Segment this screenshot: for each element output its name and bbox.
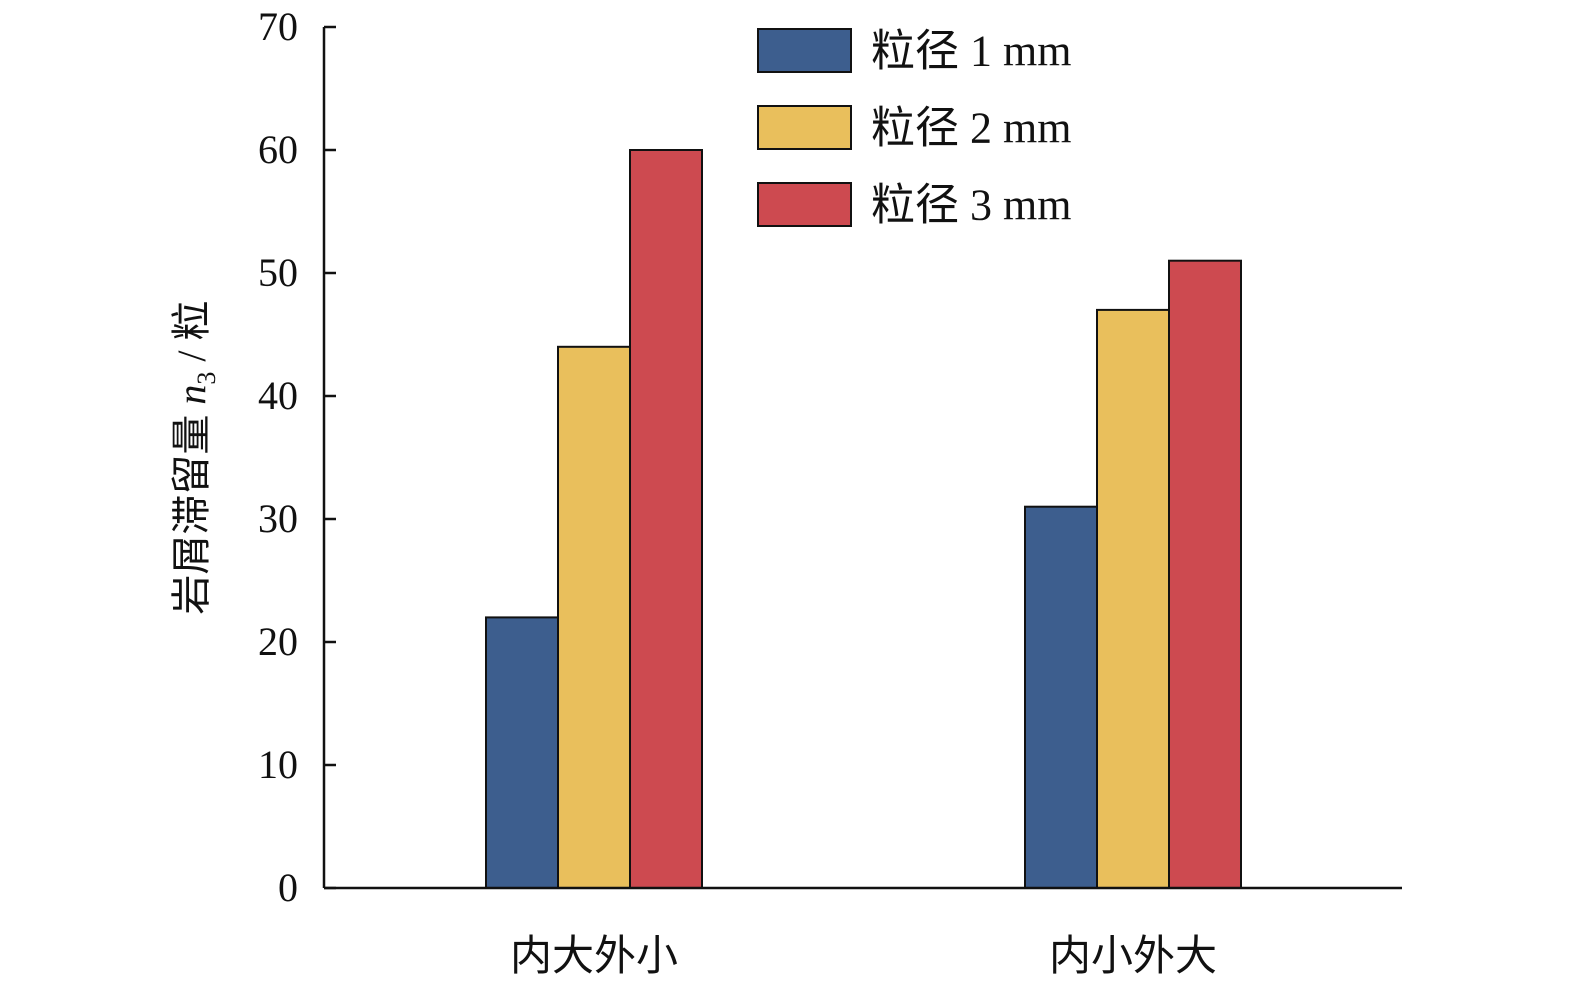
- legend-label: 粒径 1 mm: [871, 27, 1071, 76]
- bar-1-series-3: [629, 149, 703, 889]
- bar-2-series-3: [1168, 259, 1242, 889]
- y-tick-label: 60: [258, 127, 298, 172]
- y-axis-title-main: 岩屑滞留量: [169, 405, 214, 615]
- y-tick-label: 0: [278, 865, 298, 910]
- y-axis-title-subscript: 3: [192, 372, 221, 385]
- x-category-label: 内大外小: [510, 934, 678, 980]
- y-tick-label: 40: [258, 373, 298, 418]
- bar-1-series-1: [485, 616, 559, 890]
- bar-1-series-2: [557, 345, 631, 889]
- y-axis-title-variable: n: [169, 385, 214, 405]
- y-axis-title: 岩屑滞留量 n3 / 粒: [169, 300, 221, 614]
- bar-2-series-1: [1024, 505, 1098, 889]
- bars-group: [485, 149, 1242, 890]
- legend: 粒径 1 mm 粒径 2 mm 粒径 3 mm: [757, 27, 1071, 230]
- legend-swatch: [757, 105, 852, 150]
- y-tick-label: 10: [258, 742, 298, 787]
- bar-2-series-2: [1096, 308, 1170, 889]
- legend-label: 粒径 2 mm: [871, 104, 1071, 153]
- y-tick-label: 70: [258, 4, 298, 49]
- x-category-label: 内小外大: [1049, 934, 1217, 980]
- axes-group: [322, 27, 1402, 890]
- legend-label: 粒径 3 mm: [871, 181, 1071, 230]
- legend-swatch: [757, 28, 852, 73]
- y-tick-label: 30: [258, 496, 298, 541]
- y-tick-label: 50: [258, 250, 298, 295]
- x-category-labels: 内大外小 内小外大: [510, 934, 1217, 980]
- y-ticks-group: 0 10 20 30 40 50 60 70: [258, 4, 336, 910]
- y-axis-title-unit: / 粒: [169, 300, 214, 371]
- legend-swatch: [757, 182, 852, 227]
- y-tick-label: 20: [258, 619, 298, 664]
